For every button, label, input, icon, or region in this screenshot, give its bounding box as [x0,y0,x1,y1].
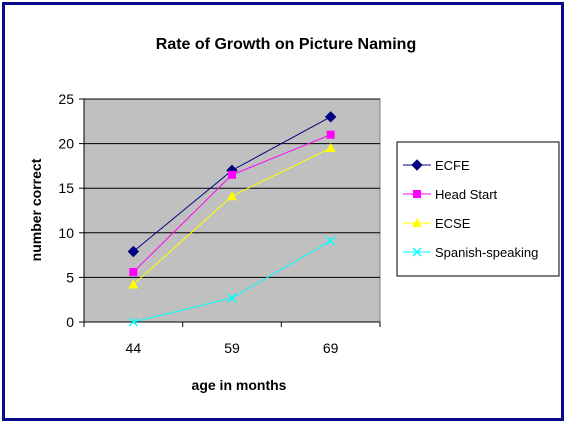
series-head-start [129,130,335,277]
series-layer [127,111,337,327]
data-point [326,130,335,139]
y-tick-label: 15 [58,180,74,196]
data-point [324,111,337,123]
legend-item: Head Start [403,187,498,202]
y-tick-label: 10 [58,225,74,241]
plot-area [83,98,381,323]
data-point [228,170,236,179]
gridlines [84,98,380,278]
data-point [127,245,140,258]
data-point [326,236,336,246]
x-axis-title: age in months [192,377,287,393]
x-tick-label: 44 [126,340,142,356]
data-point [325,143,336,153]
y-tick-label: 5 [66,269,74,285]
x-tick-label: 59 [224,340,240,356]
legend-item: Spanish-speaking [403,245,538,260]
data-point [128,279,139,289]
data-point [227,191,237,201]
legend-box [396,141,560,277]
y-axis-title: number correct [28,158,44,261]
legend-label: ECFE [435,158,470,173]
y-tick-label: 0 [66,314,74,330]
axes: 0 5 10 15 20 25 44 59 69 [58,91,381,356]
legend-item: ECSE [403,216,471,231]
legend-label: ECSE [435,216,471,231]
data-point [227,293,237,303]
data-point [129,268,138,277]
legend-marker [413,190,421,198]
legend-marker [411,159,423,171]
y-tick-label: 20 [58,136,74,152]
legend-marker [412,247,422,257]
series-spanish-speaking [128,236,336,327]
y-tick-label: 25 [58,91,74,107]
legend-marker [412,218,422,227]
legend-label: Head Start [435,187,498,202]
legend-item: ECFE [403,158,470,173]
legend-label: Spanish-speaking [435,245,538,260]
legend: ECFE Head Start ECSE Spanish-speaking [396,141,560,277]
chart-title: Rate of Growth on Picture Naming [156,36,416,53]
data-point [128,317,138,327]
x-tick-label: 69 [323,340,339,356]
series-ecse [128,143,336,289]
